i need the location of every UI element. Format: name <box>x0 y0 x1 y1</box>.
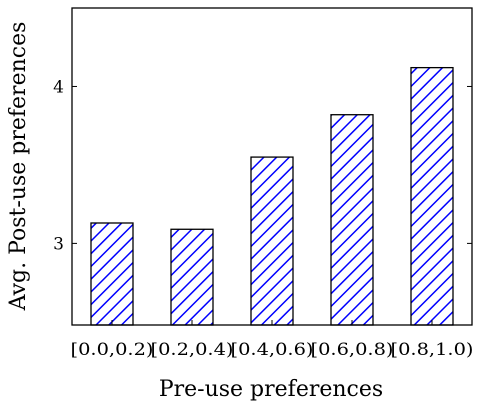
x-tick-label-5: [0.8,1.0) <box>391 340 474 360</box>
bar-1 <box>90 222 134 326</box>
bar-3 <box>250 156 294 326</box>
x-tick-label-4: [0.6,0.8) <box>311 340 394 360</box>
x-axis-label: Pre-use preferences <box>159 377 383 402</box>
x-tick-label-1: [0.0,0.2) <box>71 340 154 360</box>
x-tick-label-2: [0.2,0.4) <box>151 340 234 360</box>
bar-4 <box>330 114 374 326</box>
y-tick-label-1: 3 <box>53 234 64 254</box>
x-axis-ticks: [0.0,0.2)[0.2,0.4)[0.4,0.6)[0.6,0.8)[0.8… <box>71 320 474 360</box>
y-axis-label: Avg. Post-use preferences <box>6 22 31 312</box>
plot-frame <box>71 7 473 326</box>
bars <box>90 66 454 326</box>
bar-5 <box>410 66 454 326</box>
x-tick-label-3: [0.4,0.6) <box>231 340 314 360</box>
y-axis-ticks: 34 <box>53 77 472 254</box>
y-tick-label-2: 4 <box>53 77 64 97</box>
bar-2 <box>170 228 214 326</box>
